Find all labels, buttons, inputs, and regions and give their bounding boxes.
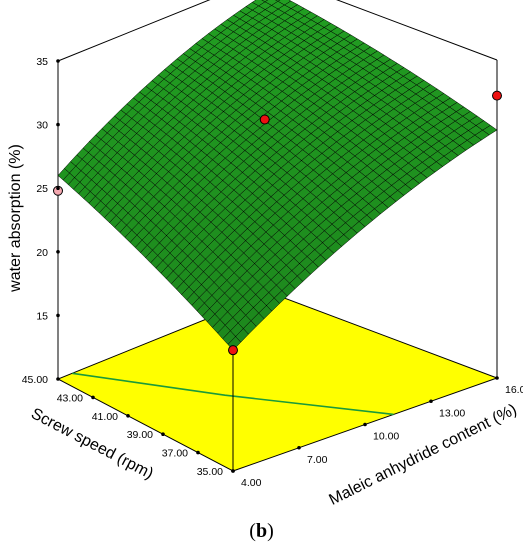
z-tick-mark (56, 250, 60, 254)
x-tick-label: 4.00 (241, 477, 262, 489)
z-tick-mark (56, 122, 60, 127)
x-tick-mark (429, 399, 433, 404)
surface-cell (261, 0, 269, 3)
z-tick-label: 15 (36, 310, 48, 322)
x-tick-mark (495, 376, 499, 380)
y-tick-mark (56, 377, 60, 381)
design-points (53, 90, 502, 356)
x-tick-label: 10.00 (373, 431, 399, 443)
design-point (53, 185, 63, 196)
z-tick-label: 35 (36, 56, 48, 68)
figure-caption: (b) (249, 520, 274, 542)
design-point (228, 345, 238, 356)
z-tick-mark (56, 59, 60, 63)
floor-contour-line (72, 372, 394, 416)
x-tick-mark (363, 422, 367, 427)
y-tick-label: 45.00 (22, 374, 48, 386)
z-tick-label: 25 (36, 183, 48, 195)
z-axis-label: water absorption (%) (7, 144, 24, 293)
z-tick-mark (56, 186, 60, 190)
x-tick-mark (231, 469, 235, 473)
x-tick-label: 13.00 (439, 407, 465, 419)
y-tick-label: 43.00 (57, 392, 83, 404)
surface-cell (274, 0, 281, 2)
y-tick-mark (161, 432, 165, 437)
axis-ticks: 15 20 25 30 35 35.00 37.00 39.00 41.00 43.00 45.00… (22, 56, 523, 489)
caption-label: b (255, 520, 268, 542)
y-tick-mark (196, 450, 200, 455)
y-tick-label: 37.00 (162, 448, 188, 460)
y-tick-label: 35.00 (197, 466, 223, 478)
z-tick-label: 20 (36, 247, 48, 259)
response-surface (57, 0, 498, 351)
x-tick-label: 16.00 (505, 384, 523, 396)
x-tick-label: 7.00 (307, 454, 328, 466)
z-tick-label: 30 (36, 120, 48, 132)
y-tick-mark (91, 395, 95, 400)
y-tick-label: 39.00 (127, 429, 153, 441)
design-point (492, 90, 502, 101)
axis-box-top-edge (57, 0, 498, 62)
x-tick-mark (297, 445, 301, 450)
y-tick-label: 41.00 (92, 411, 118, 423)
design-point (259, 114, 270, 125)
y-tick-mark (126, 414, 130, 418)
z-tick-mark (56, 313, 60, 318)
